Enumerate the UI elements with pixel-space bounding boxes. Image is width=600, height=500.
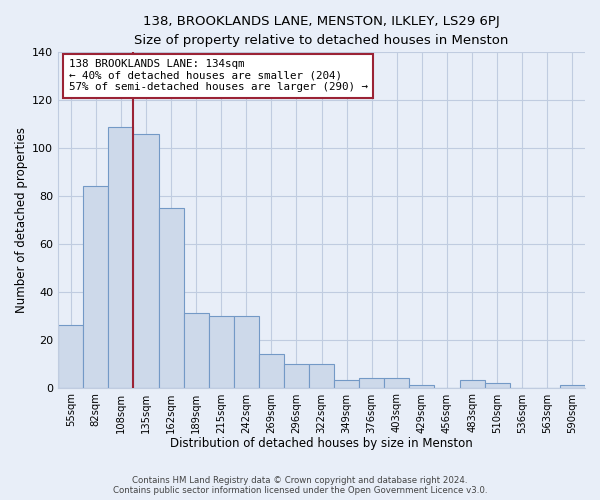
- Bar: [409, 385, 434, 388]
- Bar: [133, 134, 158, 388]
- Bar: [460, 380, 485, 388]
- Bar: [309, 364, 334, 388]
- Bar: [209, 316, 234, 388]
- Bar: [485, 383, 510, 388]
- Title: 138, BROOKLANDS LANE, MENSTON, ILKLEY, LS29 6PJ
Size of property relative to det: 138, BROOKLANDS LANE, MENSTON, ILKLEY, L…: [134, 15, 509, 47]
- Bar: [58, 326, 83, 388]
- Bar: [83, 186, 109, 388]
- Text: 138 BROOKLANDS LANE: 134sqm
← 40% of detached houses are smaller (204)
57% of se: 138 BROOKLANDS LANE: 134sqm ← 40% of det…: [68, 59, 368, 92]
- X-axis label: Distribution of detached houses by size in Menston: Distribution of detached houses by size …: [170, 437, 473, 450]
- Bar: [334, 380, 359, 388]
- Bar: [158, 208, 184, 388]
- Y-axis label: Number of detached properties: Number of detached properties: [15, 127, 28, 313]
- Bar: [109, 126, 133, 388]
- Text: Contains HM Land Registry data © Crown copyright and database right 2024.
Contai: Contains HM Land Registry data © Crown c…: [113, 476, 487, 495]
- Bar: [284, 364, 309, 388]
- Bar: [384, 378, 409, 388]
- Bar: [184, 314, 209, 388]
- Bar: [359, 378, 384, 388]
- Bar: [234, 316, 259, 388]
- Bar: [560, 385, 585, 388]
- Bar: [259, 354, 284, 388]
